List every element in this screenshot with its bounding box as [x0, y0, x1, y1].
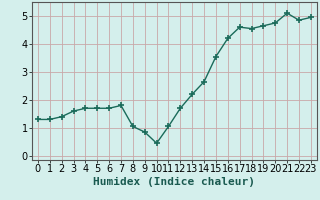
- X-axis label: Humidex (Indice chaleur): Humidex (Indice chaleur): [93, 177, 255, 187]
